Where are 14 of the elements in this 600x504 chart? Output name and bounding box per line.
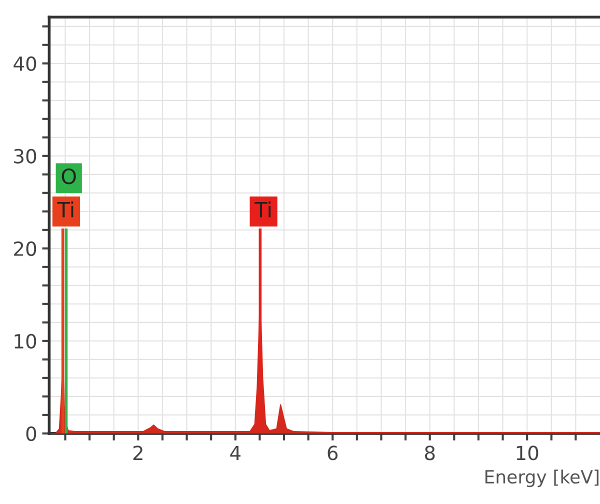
y-tick-label: 30 [14,148,36,164]
y-tick-label: 40 [14,56,36,72]
x-tick-label: 6 [328,446,338,460]
y-tick-label: 10 [14,334,36,349]
x-tick-label: 10 [516,446,538,460]
x-tick-label: 8 [424,446,435,460]
x-axis-title: Energy [keV] [485,470,598,488]
annotation: Ti [254,201,271,218]
x-tick-label: 4 [230,446,240,460]
annotation: O [62,168,76,184]
y-tick-label: 20 [14,241,36,256]
x-tick-label: 2 [133,446,142,460]
y-tick-label: 0 [26,426,36,442]
annotation: Ti [57,201,74,218]
